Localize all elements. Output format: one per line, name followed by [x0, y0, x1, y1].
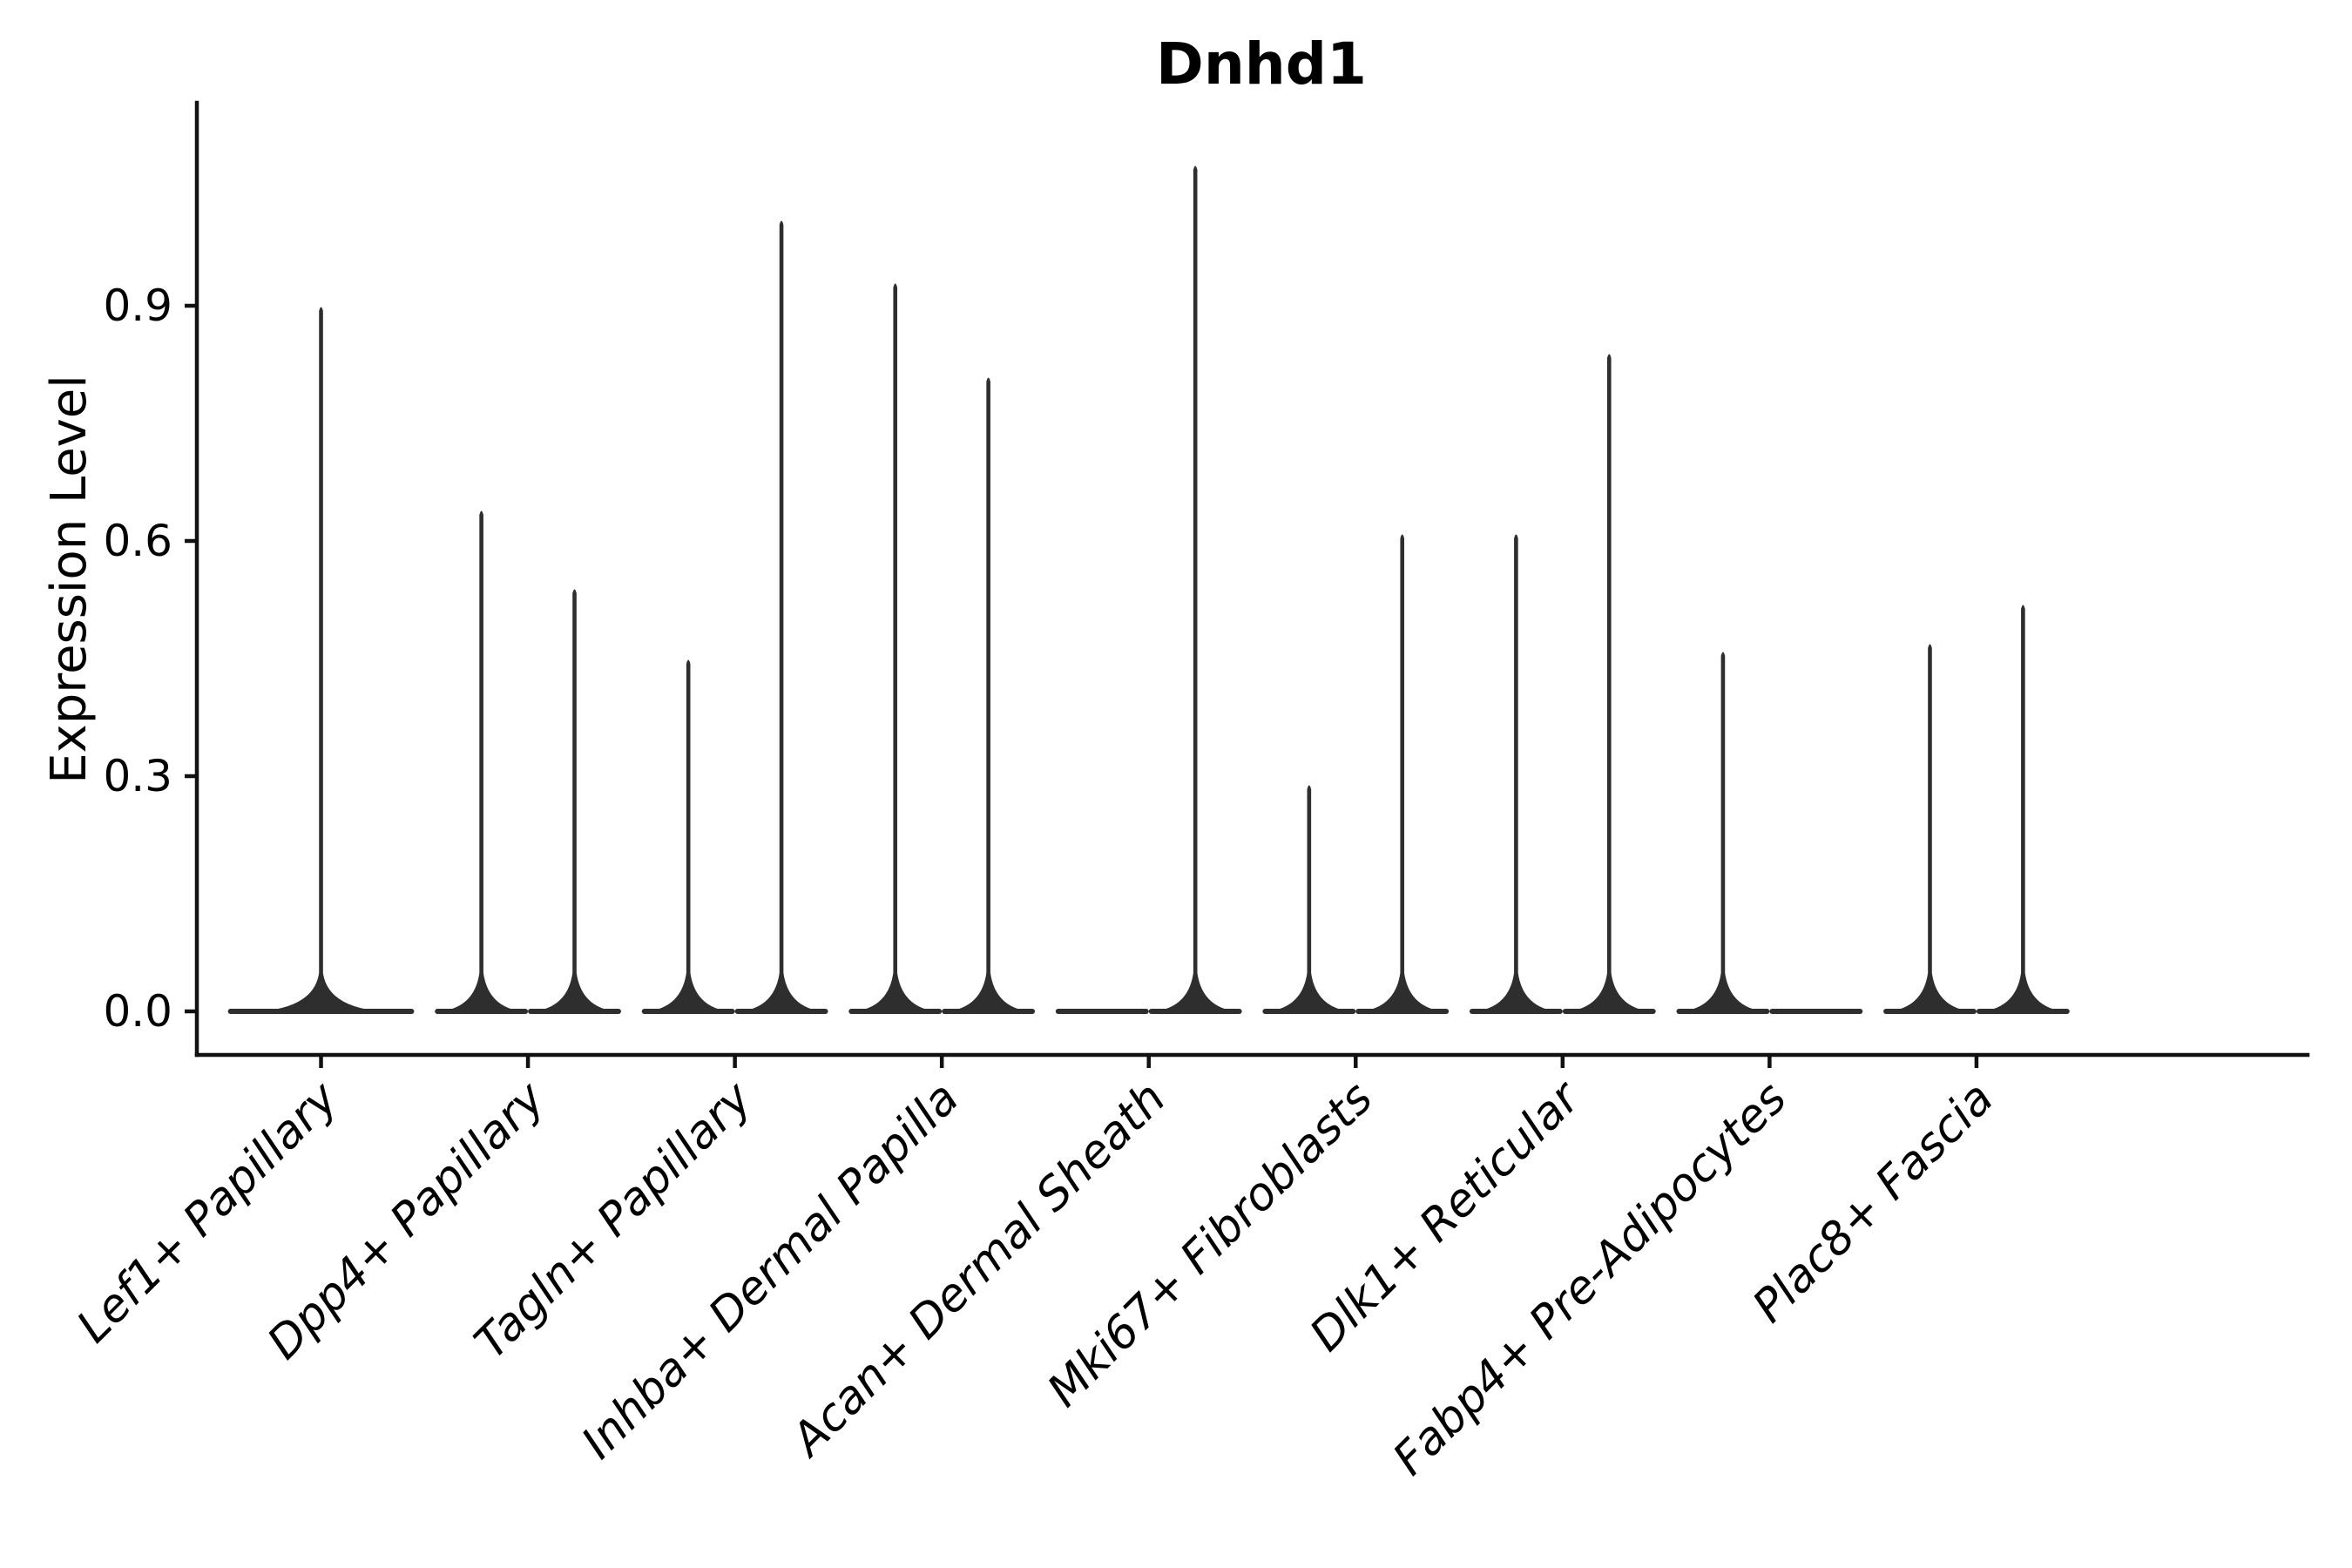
violin-category [848, 283, 1036, 1014]
y-tick-label: 0.6 [103, 516, 172, 566]
violin-spike [1568, 354, 1650, 1011]
chart-title: Dnhd1 [1156, 30, 1367, 98]
violin-spike [1362, 534, 1443, 1011]
violin-spike [1982, 605, 2064, 1011]
y-tick-label: 0.9 [103, 280, 172, 331]
violin-spike [948, 377, 1030, 1011]
violin-spike [740, 220, 822, 1011]
violin-spike [1682, 652, 1764, 1011]
violin-category [1469, 354, 1656, 1014]
x-axis-category-label: Inhba+ Dermal Papilla [572, 1072, 970, 1470]
violin-spike [647, 659, 729, 1011]
violin-spike [1268, 785, 1350, 1011]
x-axis-category-label: Fabp4+ Pre-Adipocytes [1383, 1072, 1797, 1486]
violin-spike [260, 307, 382, 1011]
y-axis-ticks: 0.0 0.3 0.6 0.9 [103, 280, 197, 1037]
violin-spike [1475, 534, 1557, 1011]
x-axis-category-label: Acan+ Dermal Sheath [781, 1072, 1176, 1468]
violin-spike [441, 510, 523, 1011]
y-tick-label: 0.0 [103, 986, 172, 1037]
violin-category [641, 220, 828, 1014]
y-axis-label: Expression Level [41, 375, 98, 784]
violins-layer [227, 166, 2070, 1014]
violin-category [1676, 652, 1863, 1014]
violin-spike [855, 283, 936, 1011]
violin-category [435, 510, 621, 1014]
violin-spike [1154, 166, 1236, 1011]
violin-spike [1889, 644, 1970, 1011]
y-tick-label: 0.3 [103, 751, 172, 801]
violin-category [227, 307, 415, 1014]
violin-spike [534, 589, 615, 1011]
violin-category [1262, 534, 1450, 1014]
violin-category [1055, 166, 1242, 1014]
violin-category [1883, 605, 2070, 1014]
